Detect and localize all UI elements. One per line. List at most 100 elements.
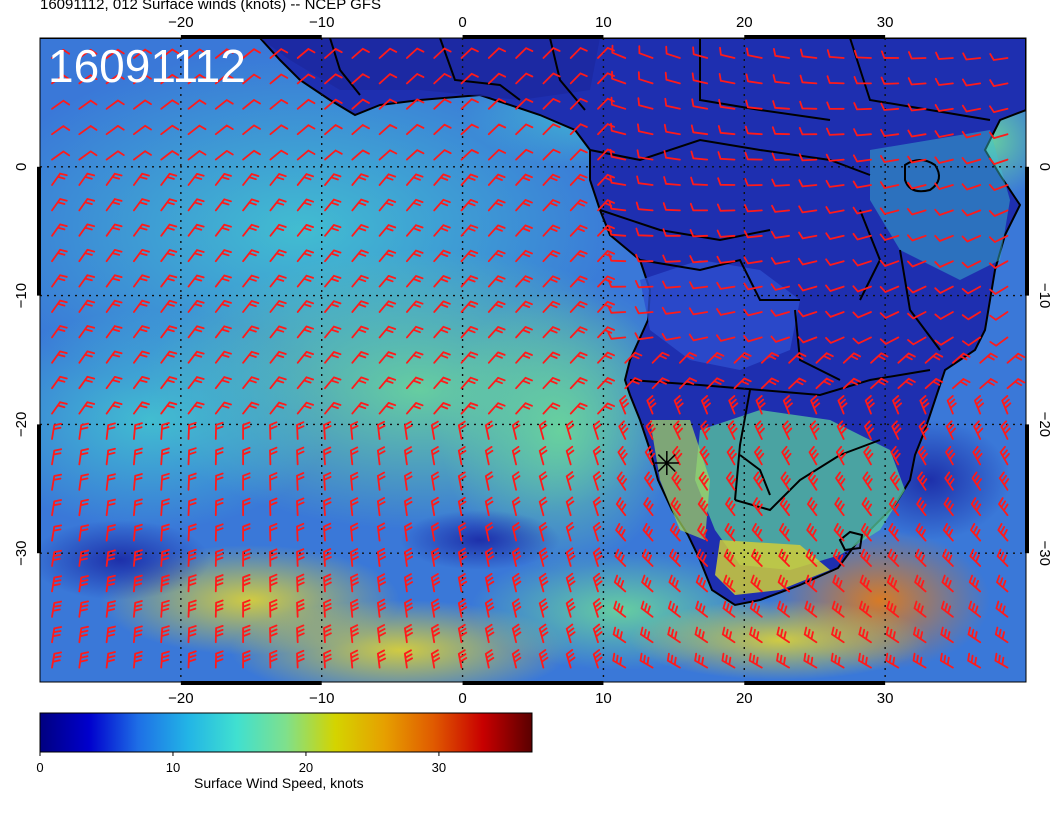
- wind-barb: [406, 249, 424, 263]
- wind-barb: [214, 73, 234, 85]
- wind-barb: [378, 275, 397, 288]
- wind-barb: [695, 574, 709, 593]
- wind-barb: [679, 351, 697, 364]
- wind-barb: [406, 173, 424, 186]
- wind-barb: [51, 473, 62, 491]
- wind-barb: [970, 497, 982, 517]
- wind-barb: [943, 497, 954, 517]
- wind-barb: [744, 178, 763, 187]
- wind-barb: [133, 549, 143, 567]
- wind-barb: [727, 420, 738, 440]
- wind-barb: [907, 260, 927, 268]
- wind-barb: [78, 575, 89, 593]
- wind-barb: [51, 150, 71, 161]
- wind-barb: [324, 325, 342, 339]
- wind-barb: [935, 51, 954, 60]
- wind-barb: [460, 173, 479, 186]
- wind-barb: [666, 652, 681, 669]
- wind-barb: [961, 311, 982, 321]
- wind-barb: [51, 375, 68, 390]
- wind-barb: [187, 376, 205, 390]
- wind-barb: [51, 524, 62, 542]
- wind-barb: [808, 445, 819, 466]
- wind-barb: [460, 376, 479, 390]
- wind-barb: [133, 447, 143, 466]
- wind-barb: [377, 547, 386, 567]
- wind-barb: [242, 599, 251, 618]
- wind-barb: [914, 548, 927, 567]
- wind-barb: [323, 573, 332, 593]
- wind-barb: [51, 651, 62, 669]
- wind-barb: [699, 445, 710, 466]
- wind-barb: [214, 150, 234, 161]
- wind-barb: [617, 445, 628, 466]
- wind-barb: [51, 575, 62, 593]
- wind-barb: [460, 47, 479, 59]
- wind-barb: [160, 650, 170, 669]
- wind-barb: [771, 126, 790, 136]
- wind-barb: [924, 352, 944, 364]
- wind-barb: [242, 497, 251, 517]
- wind-barb: [133, 600, 143, 618]
- wind-barb: [350, 598, 359, 618]
- wind-barb: [378, 249, 397, 263]
- wind-barb: [826, 49, 845, 59]
- wind-barb: [187, 73, 207, 85]
- wind-barb: [160, 498, 170, 517]
- wind-barb: [912, 652, 927, 669]
- wind-barb: [296, 274, 314, 288]
- wind-barb: [700, 420, 711, 440]
- wind-barb: [214, 523, 224, 542]
- wind-barb: [879, 285, 900, 293]
- wind-barb: [433, 325, 451, 339]
- wind-barb: [610, 122, 627, 136]
- wind-barb: [662, 254, 681, 263]
- wind-barb: [487, 98, 507, 110]
- wind-barb: [78, 274, 96, 288]
- wind-barb: [934, 77, 954, 86]
- wind-barb: [835, 445, 847, 466]
- wind-barb: [542, 250, 561, 263]
- wind-barb: [133, 74, 152, 85]
- wind-barb: [160, 150, 180, 161]
- wind-barb: [105, 198, 123, 212]
- wind-barb: [862, 471, 873, 491]
- wind-barb: [269, 99, 289, 110]
- wind-barb: [798, 127, 818, 136]
- wind-barb: [105, 74, 125, 85]
- wind-barb: [269, 472, 278, 491]
- wind-barb: [778, 548, 790, 567]
- wind-barb: [187, 421, 197, 440]
- wind-barb: [597, 326, 615, 339]
- wind-barb: [269, 173, 287, 186]
- wind-barb: [701, 395, 711, 415]
- wind-barb: [187, 274, 205, 288]
- wind-barb: [569, 326, 588, 339]
- wind-barb: [945, 445, 956, 466]
- wind-barb: [879, 336, 900, 345]
- wind-barb: [569, 224, 588, 237]
- wind-barb: [542, 173, 561, 186]
- wind-barb: [718, 73, 736, 85]
- wind-barb: [989, 285, 1009, 295]
- wind-barb: [242, 73, 261, 85]
- wind-barb: [826, 101, 845, 110]
- wind-barb: [511, 496, 521, 517]
- wind-barb: [269, 497, 278, 517]
- wind-barb: [105, 274, 123, 288]
- wind-barb: [214, 421, 224, 440]
- wind-barb: [569, 123, 588, 136]
- wind-barb: [460, 149, 479, 161]
- wind-barb: [511, 572, 522, 593]
- wind-barb: [745, 73, 763, 85]
- wind-barb: [351, 224, 369, 237]
- wind-barb: [296, 249, 314, 263]
- wind-barb: [511, 420, 521, 440]
- wind-barb: [269, 523, 278, 542]
- wind-barb: [771, 152, 790, 161]
- wind-barb: [779, 497, 791, 517]
- lat-tick-label-left: −10: [13, 283, 30, 308]
- wind-barb: [860, 548, 872, 567]
- wind-barb: [484, 471, 494, 491]
- frame-bar-top: [462, 35, 604, 39]
